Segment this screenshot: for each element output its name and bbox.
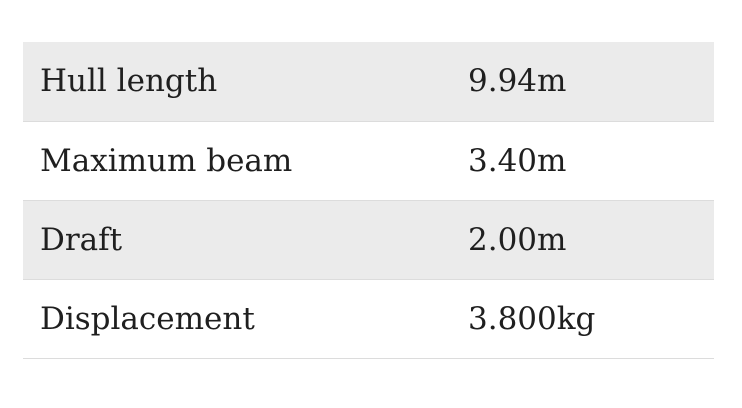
specifications-table: Hull length 9.94m Maximum beam 3.40m Dra… xyxy=(23,42,714,359)
spec-value-draft: 2.00m xyxy=(468,221,567,258)
spec-value-displacement: 3.800kg xyxy=(468,300,596,337)
spec-label-displacement: Displacement xyxy=(40,300,255,337)
table-row: Draft 2.00m xyxy=(23,200,714,279)
table-row: Displacement 3.800kg xyxy=(23,279,714,358)
spec-value-maximum-beam: 3.40m xyxy=(468,142,567,179)
spec-label-maximum-beam: Maximum beam xyxy=(40,142,293,179)
spec-label-hull-length: Hull length xyxy=(40,63,218,100)
table-row: Hull length 9.94m xyxy=(23,42,714,121)
spec-label-draft: Draft xyxy=(40,221,123,258)
table-row: Maximum beam 3.40m xyxy=(23,121,714,200)
spec-value-hull-length: 9.94m xyxy=(468,63,567,100)
